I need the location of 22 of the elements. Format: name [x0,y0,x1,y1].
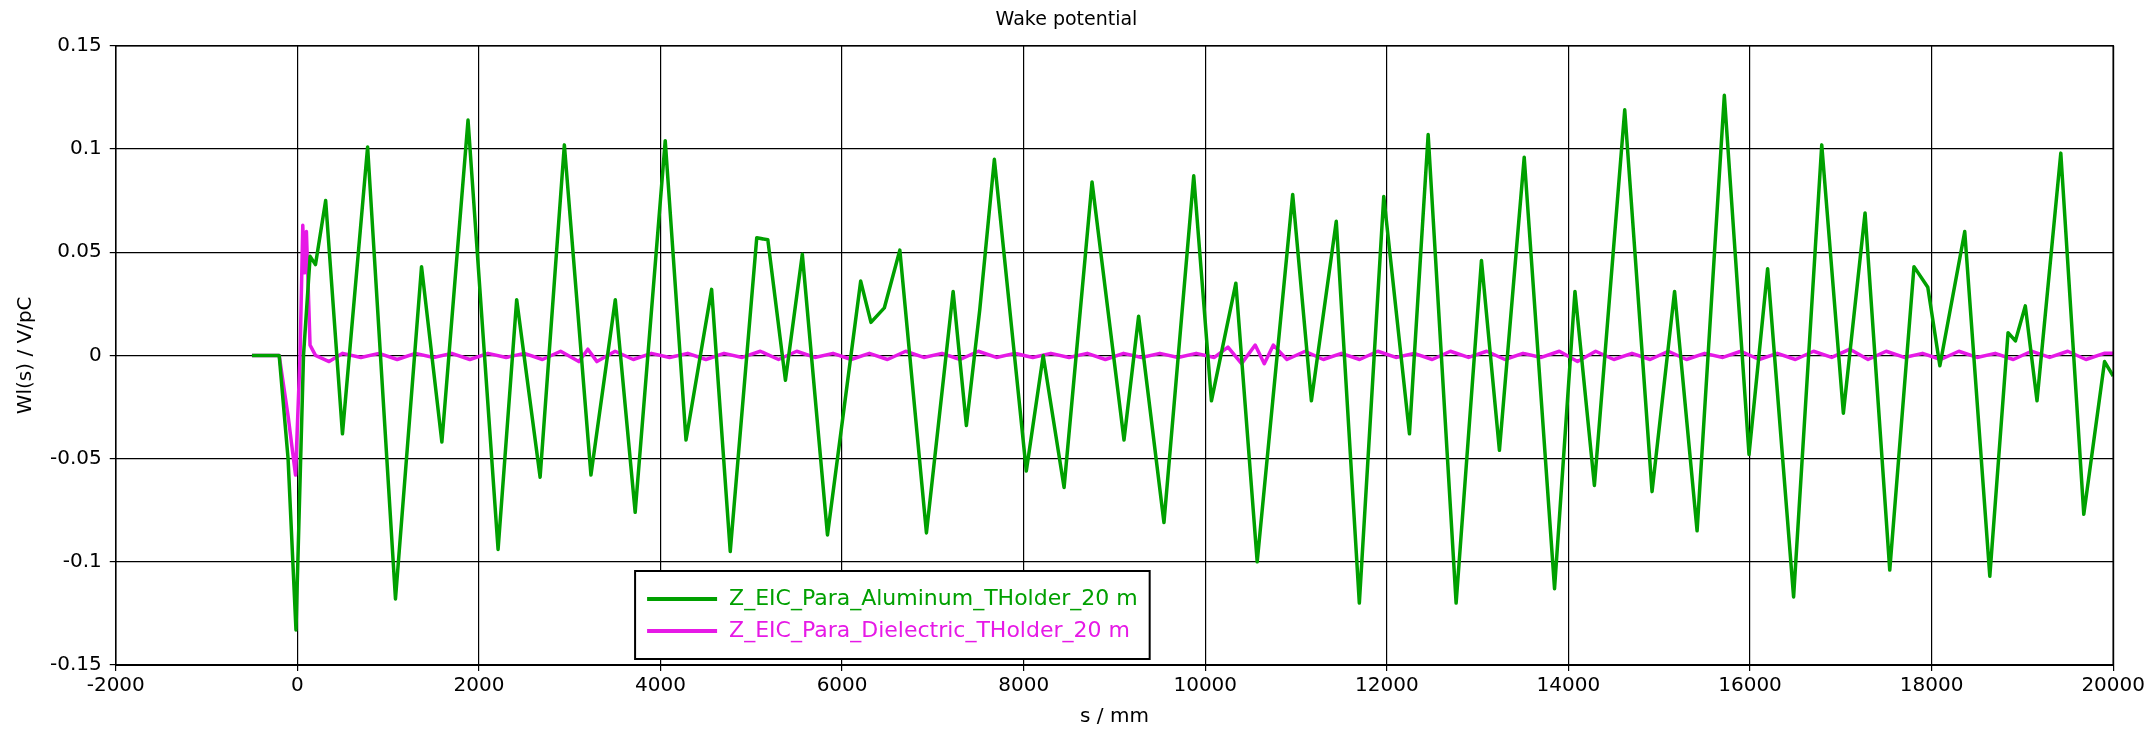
x-tick-label: 2000 [453,672,505,697]
y-tick-label: 0.15 [57,32,102,56]
x-tick-label: 6000 [816,672,868,697]
y-tick-label: 0 [89,341,102,366]
y-axis-title: Wl(s) / V/pC [12,296,37,415]
x-tick-label: 16000 [1718,672,1782,697]
x-tick-label: 18000 [1899,672,1964,697]
y-tick-label: -0.1 [62,548,102,572]
x-tick-label: 4000 [635,672,686,697]
y-tick-label: -0.05 [50,444,102,469]
y-tick-label: 0.1 [69,135,102,160]
x-tick-label: 0 [290,672,304,697]
x-tick-label: 14000 [1536,672,1601,697]
x-tick-label: 10000 [1173,672,1238,697]
legend-label: Z_EIC_Para_Aluminum_THolder_20 m [729,584,1138,611]
x-axis-title: s / mm [1080,703,1149,728]
y-tick-label: 0.05 [57,238,102,263]
chart-title: Wake potential [995,7,1138,30]
x-tick-label: 20000 [2081,672,2145,697]
x-tick-label: 12000 [1355,672,1419,697]
legend-label: Z_EIC_Para_Dielectric_THolder_20 m [729,616,1130,643]
x-tick-label: 8000 [998,672,1050,697]
